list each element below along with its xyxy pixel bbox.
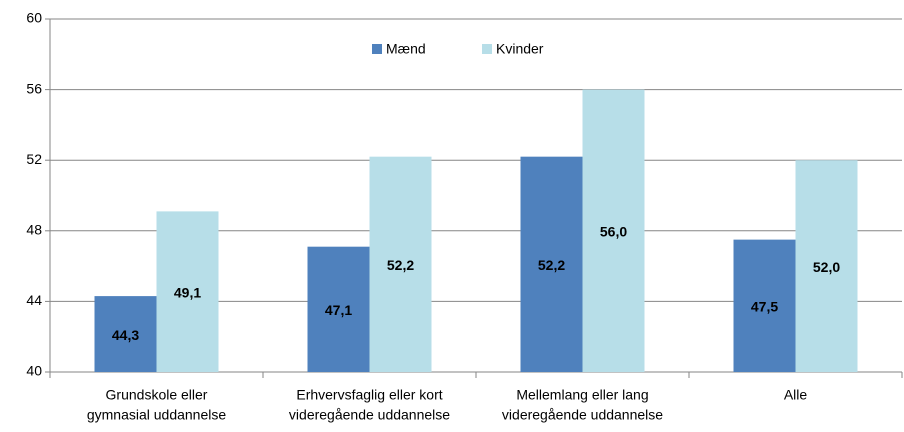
value-label: 49,1 — [174, 284, 201, 300]
bar — [795, 160, 858, 372]
legend-label: Mænd — [386, 41, 426, 57]
y-tick-label: 44 — [26, 292, 42, 308]
y-tick-label: 52 — [26, 151, 42, 167]
value-label: 52,2 — [538, 257, 565, 273]
y-tick-label: 48 — [26, 222, 42, 238]
value-label: 56,0 — [600, 224, 627, 240]
x-tick-label: Mellemlang eller lang — [516, 387, 648, 403]
legend-swatch — [482, 44, 492, 54]
bar — [307, 246, 370, 372]
x-tick-label: videregående uddannelse — [289, 407, 450, 423]
legend-label: Kvinder — [496, 41, 544, 57]
value-label: 52,0 — [813, 259, 840, 275]
x-tick-label: videregående uddannelse — [502, 407, 663, 423]
bar — [733, 239, 796, 372]
bar — [582, 89, 645, 372]
x-tick-label: gymnasial uddannelse — [87, 407, 227, 423]
bar — [520, 156, 583, 372]
value-label: 47,1 — [325, 302, 352, 318]
y-tick-label: 56 — [26, 80, 42, 96]
value-label: 52,2 — [387, 257, 414, 273]
legend-swatch — [372, 44, 382, 54]
x-tick-label: Alle — [784, 387, 808, 403]
value-label: 47,5 — [751, 299, 778, 315]
y-tick-label: 60 — [26, 10, 42, 26]
bar — [369, 156, 432, 372]
bar — [94, 296, 157, 372]
y-tick-label: 40 — [26, 363, 42, 379]
value-label: 44,3 — [112, 327, 139, 343]
x-tick-label: Erhvervsfaglig eller kort — [296, 387, 442, 403]
x-tick-label: Grundskole eller — [106, 387, 208, 403]
bar — [156, 211, 219, 372]
